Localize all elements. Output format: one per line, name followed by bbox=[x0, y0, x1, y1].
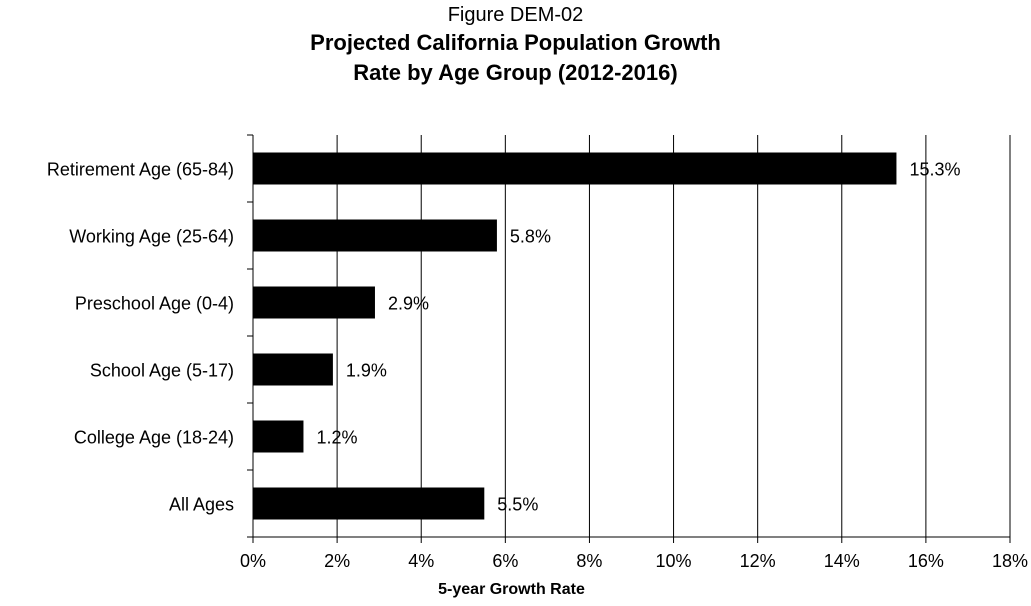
data-label-3: 1.9% bbox=[346, 361, 387, 381]
data-label-1: 5.8% bbox=[510, 227, 551, 247]
chart-title: Projected California Population Growth R… bbox=[0, 28, 1031, 88]
figure-label: Figure DEM-02 bbox=[447, 4, 584, 26]
data-label-0: 15.3% bbox=[909, 160, 960, 180]
x-tick-label-1: 2% bbox=[324, 551, 350, 571]
x-tick-label-7: 14% bbox=[824, 551, 860, 571]
chart-title-line-1: Projected California Population Growth bbox=[310, 30, 721, 55]
bar-1 bbox=[253, 219, 497, 252]
x-tick-label-9: 18% bbox=[992, 551, 1028, 571]
x-tick-label-5: 10% bbox=[656, 551, 692, 571]
category-label-1: Working Age (25-64) bbox=[69, 227, 234, 247]
x-tick-label-0: 0% bbox=[240, 551, 266, 571]
x-tick-label-6: 12% bbox=[740, 551, 776, 571]
x-tick-label-2: 4% bbox=[408, 551, 434, 571]
bar-3 bbox=[253, 353, 333, 386]
category-label-3: School Age (5-17) bbox=[90, 361, 234, 381]
chart-title-line-2: Rate by Age Group (2012-2016) bbox=[353, 60, 678, 85]
data-label-2: 2.9% bbox=[388, 294, 429, 314]
category-label-5: All Ages bbox=[169, 495, 234, 515]
x-tick-label-3: 6% bbox=[492, 551, 518, 571]
x-tick-label-4: 8% bbox=[576, 551, 602, 571]
category-label-2: Preschool Age (0-4) bbox=[75, 294, 234, 314]
category-label-4: College Age (18-24) bbox=[74, 428, 234, 448]
bar-2 bbox=[253, 286, 375, 319]
x-tick-label-8: 16% bbox=[908, 551, 944, 571]
data-label-4: 1.2% bbox=[316, 428, 357, 448]
bar-4 bbox=[253, 420, 304, 453]
x-axis-title: 5-year Growth Rate bbox=[438, 581, 585, 598]
bar-5 bbox=[253, 487, 485, 520]
bar-0 bbox=[253, 152, 897, 185]
category-label-0: Retirement Age (65-84) bbox=[47, 160, 234, 180]
data-label-5: 5.5% bbox=[497, 495, 538, 515]
